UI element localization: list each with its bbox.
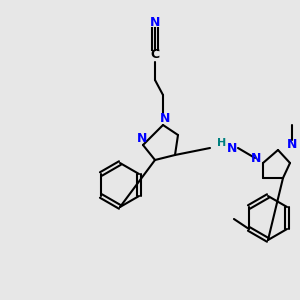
Text: H: H xyxy=(218,138,226,148)
Text: N: N xyxy=(227,142,237,154)
Text: N: N xyxy=(160,112,170,124)
Text: N: N xyxy=(137,131,147,145)
Text: N: N xyxy=(251,152,261,164)
Text: N: N xyxy=(287,139,297,152)
Text: C: C xyxy=(150,49,160,62)
Text: N: N xyxy=(150,16,160,28)
